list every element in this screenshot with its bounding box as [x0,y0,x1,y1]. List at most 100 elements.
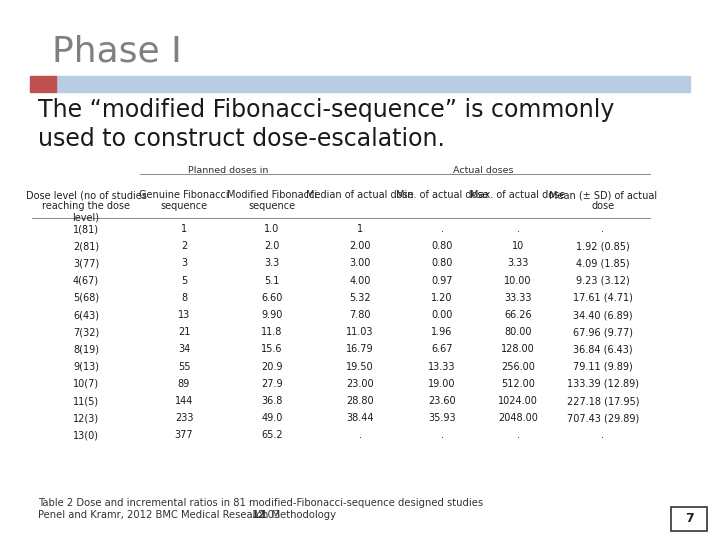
Text: The “modified Fibonacci-sequence” is commonly
used to construct dose-escalation.: The “modified Fibonacci-sequence” is com… [38,98,614,151]
Text: 227.18 (17.95): 227.18 (17.95) [567,396,639,406]
Text: Planned doses in: Planned doses in [188,166,268,175]
Text: 512.00: 512.00 [501,379,535,389]
Text: 12: 12 [251,510,266,520]
Text: 80.00: 80.00 [504,327,532,337]
Text: 23.00: 23.00 [346,379,374,389]
Text: 79.11 (9.89): 79.11 (9.89) [573,362,633,372]
Text: Max. of actual dose: Max. of actual dose [470,190,566,200]
Text: Genuine Fibonacci
sequence: Genuine Fibonacci sequence [139,190,229,211]
Text: Min. of actual dose: Min. of actual dose [396,190,488,200]
Text: 34.40 (6.89): 34.40 (6.89) [573,310,633,320]
Text: Actual doses: Actual doses [453,166,513,175]
Text: 1: 1 [357,224,363,234]
Text: 34: 34 [178,345,190,354]
Text: 11.8: 11.8 [261,327,283,337]
Text: 35.93: 35.93 [428,413,456,423]
Text: 2048.00: 2048.00 [498,413,538,423]
Text: 13.33: 13.33 [428,362,456,372]
Text: .: . [601,430,605,441]
Text: 1: 1 [181,224,187,234]
Text: 15.6: 15.6 [261,345,283,354]
FancyBboxPatch shape [671,507,707,531]
Text: .: . [441,224,444,234]
Bar [56,76,690,92]
Text: 10.00: 10.00 [504,275,532,286]
Text: 1(81): 1(81) [73,224,99,234]
Text: .: . [516,224,520,234]
Text: 9.23 (3.12): 9.23 (3.12) [576,275,630,286]
Text: Dose level (no of studies
reaching the dose
level): Dose level (no of studies reaching the d… [26,190,146,222]
Text: 377: 377 [175,430,193,441]
Text: 256.00: 256.00 [501,362,535,372]
Text: 1.20: 1.20 [431,293,453,303]
Text: 128.00: 128.00 [501,345,535,354]
Text: 6.67: 6.67 [431,345,453,354]
Text: .: . [441,430,444,441]
Text: 1.0: 1.0 [264,224,279,234]
Text: 20.9: 20.9 [261,362,283,372]
Text: 5.32: 5.32 [349,293,371,303]
Text: 0.80: 0.80 [431,241,453,251]
Text: 49.0: 49.0 [261,413,283,423]
Text: 1.92 (0.85): 1.92 (0.85) [576,241,630,251]
Text: 19.50: 19.50 [346,362,374,372]
Text: 19.00: 19.00 [428,379,456,389]
Text: Median of actual dose: Median of actual dose [306,190,414,200]
Text: 4.00: 4.00 [349,275,371,286]
Text: 11.03: 11.03 [346,327,374,337]
Text: 0.00: 0.00 [431,310,453,320]
Text: 5.1: 5.1 [264,275,279,286]
Text: 0.80: 0.80 [431,259,453,268]
Text: 7.80: 7.80 [349,310,371,320]
Text: 38.44: 38.44 [346,413,374,423]
Text: 10: 10 [512,241,524,251]
Text: 707.43 (29.89): 707.43 (29.89) [567,413,639,423]
Text: 0.97: 0.97 [431,275,453,286]
Text: 8: 8 [181,293,187,303]
Text: 16.79: 16.79 [346,345,374,354]
Text: 7(32): 7(32) [73,327,99,337]
Text: 2.0: 2.0 [264,241,279,251]
Bar [30,76,56,92]
Text: 89: 89 [178,379,190,389]
Text: 12(3): 12(3) [73,413,99,423]
Text: 10(7): 10(7) [73,379,99,389]
Text: 3.3: 3.3 [264,259,279,268]
Text: 27.9: 27.9 [261,379,283,389]
Text: 4(67): 4(67) [73,275,99,286]
Text: .: . [359,430,361,441]
Text: 11(5): 11(5) [73,396,99,406]
Text: 2: 2 [181,241,187,251]
Text: 233: 233 [175,413,193,423]
Text: 33.33: 33.33 [504,293,532,303]
Text: Modified Fibonacci
sequence: Modified Fibonacci sequence [227,190,317,211]
Text: 6.60: 6.60 [261,293,283,303]
Text: :103: :103 [259,510,282,520]
Text: 36.8: 36.8 [261,396,283,406]
Text: 9(13): 9(13) [73,362,99,372]
Text: 66.26: 66.26 [504,310,532,320]
Text: 3: 3 [181,259,187,268]
Text: 5: 5 [181,275,187,286]
Text: 3.33: 3.33 [508,259,528,268]
Text: 3.00: 3.00 [349,259,371,268]
Text: 23.60: 23.60 [428,396,456,406]
Text: 21: 21 [178,327,190,337]
Text: 1024.00: 1024.00 [498,396,538,406]
Text: 9.90: 9.90 [261,310,283,320]
Text: 144: 144 [175,396,193,406]
Text: 28.80: 28.80 [346,396,374,406]
Text: 7: 7 [685,512,693,525]
Text: 8(19): 8(19) [73,345,99,354]
Text: 6(43): 6(43) [73,310,99,320]
Text: 1.96: 1.96 [431,327,453,337]
Text: 67.96 (9.77): 67.96 (9.77) [573,327,633,337]
Text: Mean (± SD) of actual
dose: Mean (± SD) of actual dose [549,190,657,211]
Text: 3(77): 3(77) [73,259,99,268]
Text: 36.84 (6.43): 36.84 (6.43) [573,345,633,354]
Text: Penel and Kramr, 2012 BMC Medical Research Methodology: Penel and Kramr, 2012 BMC Medical Resear… [38,510,339,520]
Text: .: . [601,224,605,234]
Text: 2.00: 2.00 [349,241,371,251]
Text: 13: 13 [178,310,190,320]
Text: 65.2: 65.2 [261,430,283,441]
